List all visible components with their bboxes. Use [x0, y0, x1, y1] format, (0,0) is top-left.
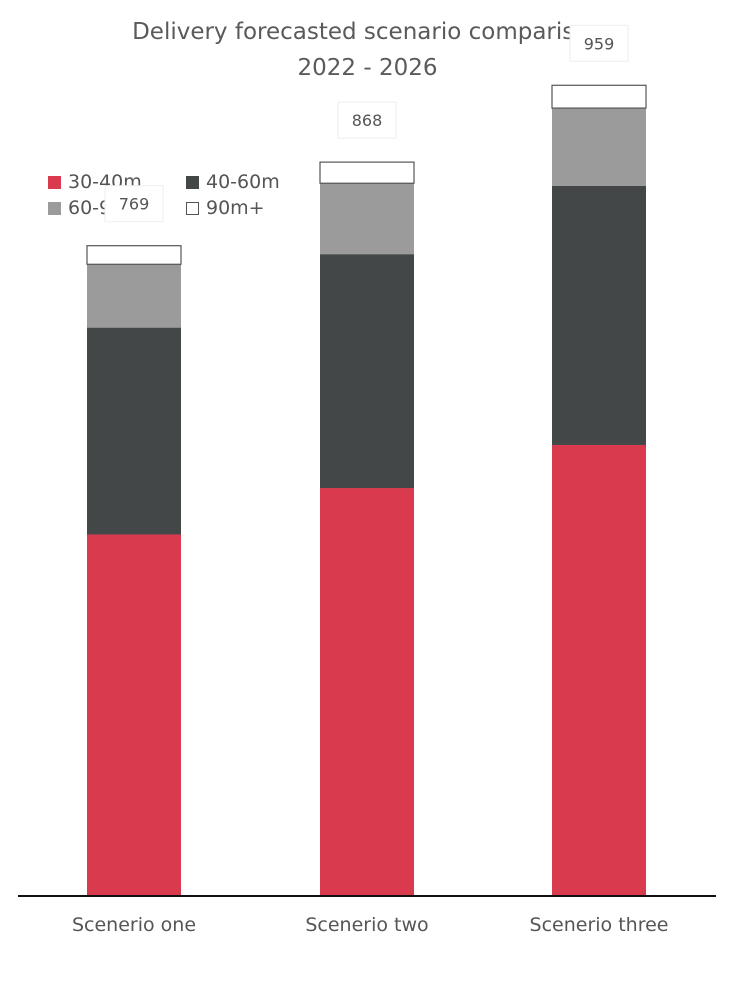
legend-swatch-90m-plus: [186, 201, 199, 215]
legend-label-90m-plus: 90m+: [206, 197, 265, 219]
total-label-box-1: [104, 185, 164, 223]
total-label-box-3: [569, 24, 629, 62]
bar-segment-60-90m-2: [320, 183, 414, 255]
bar-segment-30-40m-2: [320, 488, 414, 895]
chart-title: Delivery forecasted scenario comparison: [132, 19, 603, 45]
bar-segment-30-40m-1: [87, 534, 181, 895]
chart-legend: 30-40m 40-60m 60-90m 90m+: [48, 170, 368, 220]
bar-segment-30-40m-3: [552, 444, 646, 895]
legend-item-90m-plus: 90m+: [186, 196, 356, 220]
chart-subtitle: 2022 - 2026: [297, 55, 438, 81]
legend-item-40-60m: 40-60m: [186, 170, 356, 194]
total-label-box-2: [337, 101, 397, 139]
bar-segment-90mplus-3: [551, 84, 647, 109]
bar-segment-40-60m-1: [87, 327, 181, 535]
bar-segment-90mplus-1: [86, 245, 182, 265]
legend-swatch-60-90m: [48, 201, 61, 215]
bar-segment-40-60m-3: [552, 185, 646, 445]
total-label-2: 868: [352, 111, 383, 130]
bar-segment-60-90m-1: [87, 264, 181, 328]
total-label-3: 959: [584, 34, 615, 53]
chart-title-block: Delivery forecasted scenario comparison …: [0, 14, 735, 86]
bar-segment-60-90m-3: [552, 108, 646, 186]
total-label-1: 769: [119, 195, 150, 214]
category-label-3: Scenerio three: [530, 914, 669, 936]
bar-segment-90mplus-2: [319, 161, 415, 184]
legend-swatch-30-40m: [48, 175, 61, 189]
bar-segment-40-60m-2: [320, 254, 414, 489]
legend-swatch-40-60m: [186, 175, 199, 189]
category-label-2: Scenerio two: [305, 914, 428, 936]
legend-label-40-60m: 40-60m: [206, 171, 280, 193]
category-label-1: Scenerio one: [72, 914, 196, 936]
